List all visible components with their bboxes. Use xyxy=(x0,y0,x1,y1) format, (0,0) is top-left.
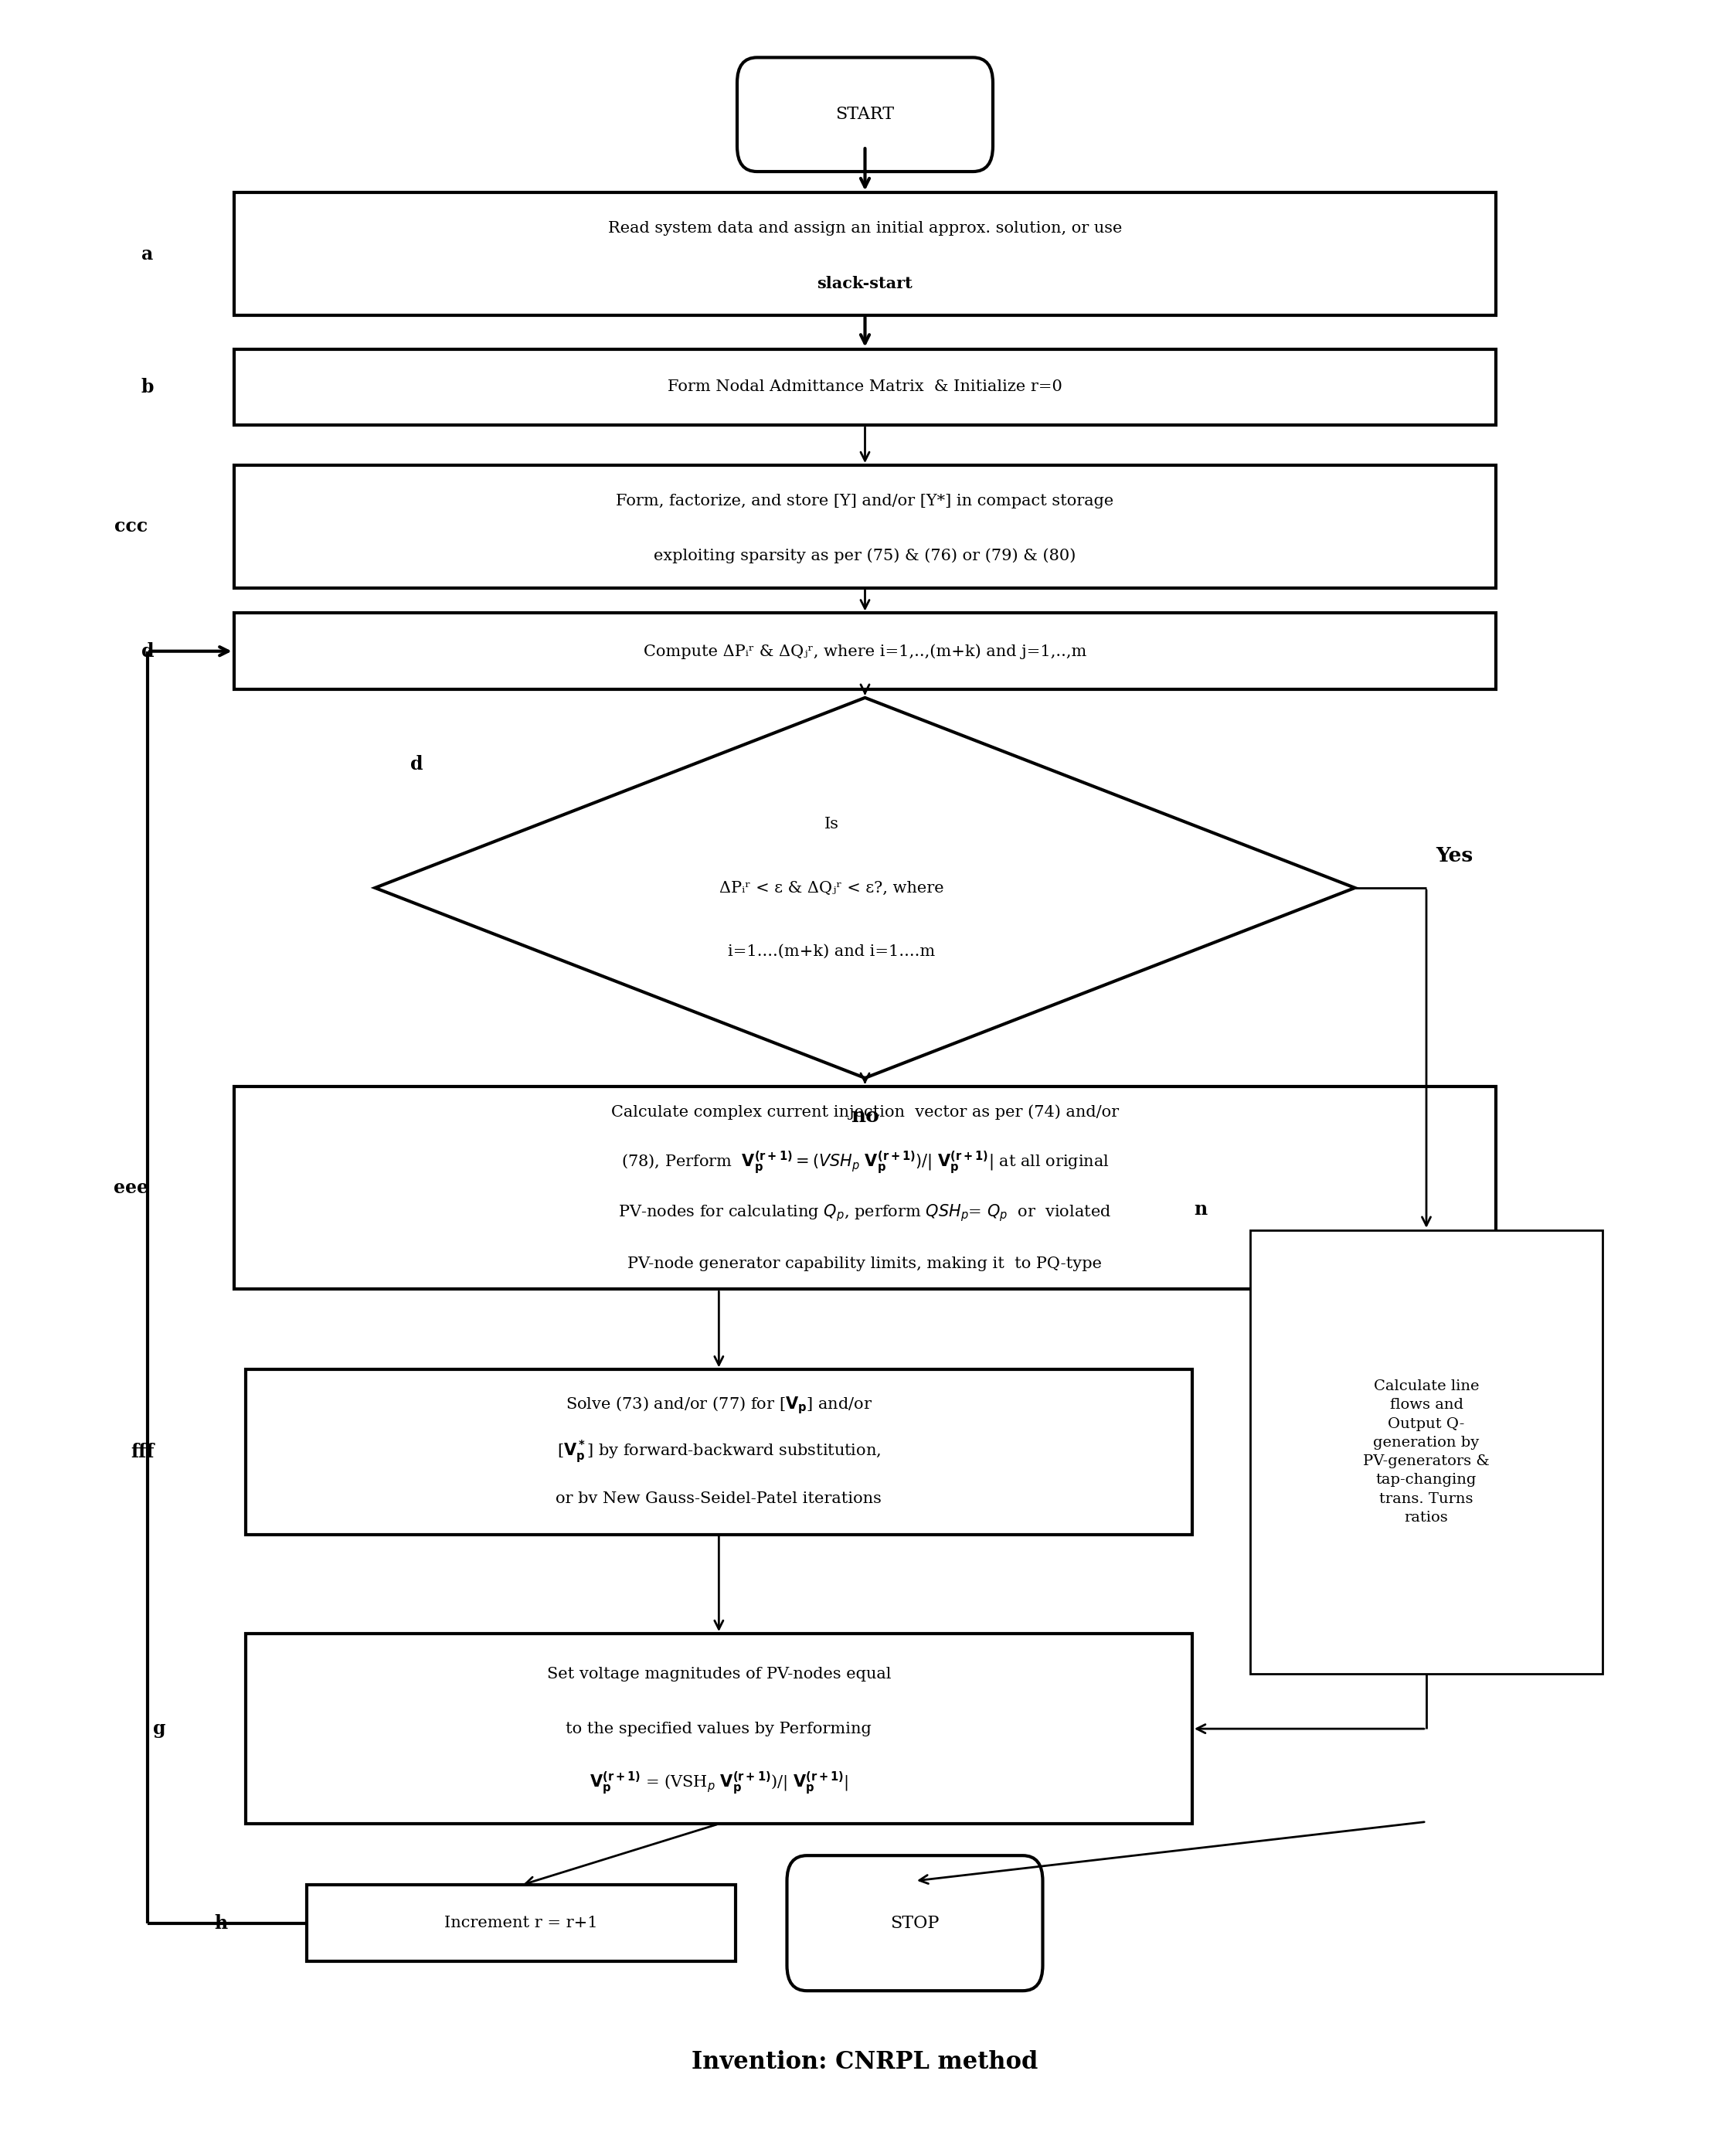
FancyBboxPatch shape xyxy=(737,58,993,172)
Bar xyxy=(234,349,1496,425)
Text: Set voltage magnitudes of PV-nodes equal: Set voltage magnitudes of PV-nodes equal xyxy=(547,1667,891,1682)
Bar xyxy=(234,1087,1496,1289)
Text: slack-start: slack-start xyxy=(817,276,913,291)
Bar xyxy=(1251,1231,1602,1673)
Text: eee: eee xyxy=(114,1179,149,1197)
Text: d: d xyxy=(410,755,422,774)
Text: Calculate complex current injection  vector as per (74) and/or: Calculate complex current injection vect… xyxy=(611,1104,1119,1119)
Text: Yes: Yes xyxy=(1436,847,1474,867)
Bar xyxy=(306,1884,735,1962)
Bar xyxy=(234,466,1496,589)
Text: no: no xyxy=(851,1106,879,1125)
Bar xyxy=(246,1369,1192,1535)
Text: g: g xyxy=(152,1720,166,1738)
Text: Form Nodal Admittance Matrix  & Initialize r=0: Form Nodal Admittance Matrix & Initializ… xyxy=(668,379,1062,395)
Text: d: d xyxy=(142,642,154,660)
Text: START: START xyxy=(836,106,894,123)
Text: Invention: CNRPL method: Invention: CNRPL method xyxy=(692,2050,1038,2074)
Text: Increment r = r+1: Increment r = r+1 xyxy=(445,1917,599,1930)
Text: n: n xyxy=(1194,1199,1208,1218)
Text: or bv New Gauss-Seidel-Patel iterations: or bv New Gauss-Seidel-Patel iterations xyxy=(555,1492,882,1505)
Text: ccc: ccc xyxy=(114,517,147,537)
Text: PV-node generator capability limits, making it  to PQ-type: PV-node generator capability limits, mak… xyxy=(628,1257,1102,1272)
Polygon shape xyxy=(375,699,1355,1078)
Text: PV-nodes for calculating $Q_p$, perform $QSH_p$= $Q_p$  or  violated: PV-nodes for calculating $Q_p$, perform … xyxy=(619,1203,1111,1225)
Text: exploiting sparsity as per (75) & (76) or (79) & (80): exploiting sparsity as per (75) & (76) o… xyxy=(654,548,1076,563)
Text: [$\mathbf{V_p^*}$] by forward-backward substitution,: [$\mathbf{V_p^*}$] by forward-backward s… xyxy=(557,1438,881,1466)
Text: h: h xyxy=(215,1915,227,1932)
Text: to the specified values by Performing: to the specified values by Performing xyxy=(566,1720,872,1736)
Text: b: b xyxy=(142,377,154,397)
Text: Calculate line
flows and
Output Q-
generation by
PV-generators &
tap-changing
tr: Calculate line flows and Output Q- gener… xyxy=(1363,1380,1490,1524)
Text: Form, factorize, and store [Y] and/or [Y*] in compact storage: Form, factorize, and store [Y] and/or [Y… xyxy=(616,494,1114,509)
Bar xyxy=(246,1634,1192,1824)
Text: STOP: STOP xyxy=(891,1915,939,1932)
Bar xyxy=(234,192,1496,315)
Bar xyxy=(234,612,1496,690)
FancyBboxPatch shape xyxy=(787,1856,1043,1990)
Text: ΔPᵢʳ < ε & ΔQⱼʳ < ε?, where: ΔPᵢʳ < ε & ΔQⱼʳ < ε?, where xyxy=(720,880,945,895)
Text: i=1....(m+k) and i=1....m: i=1....(m+k) and i=1....m xyxy=(728,944,936,959)
Text: $\mathbf{V_p^{(r+1)}}$ = (VSH$_p$ $\mathbf{V_p^{(r+1)}}$)/| $\mathbf{V_p^{(r+1)}: $\mathbf{V_p^{(r+1)}}$ = (VSH$_p$ $\math… xyxy=(590,1770,848,1796)
Text: Compute ΔPᵢʳ & ΔQⱼʳ, where i=1,..,(m+k) and j=1,..,m: Compute ΔPᵢʳ & ΔQⱼʳ, where i=1,..,(m+k) … xyxy=(644,645,1086,660)
Text: fff: fff xyxy=(131,1442,154,1462)
Text: Is: Is xyxy=(825,817,839,832)
Text: (78), Perform  $\mathbf{V_p^{(r+1)}}$$=(VSH_p$ $\mathbf{V_p^{(r+1)}}$$)/|$ $\mat: (78), Perform $\mathbf{V_p^{(r+1)}}$$=(V… xyxy=(621,1149,1109,1175)
Text: Solve (73) and/or (77) for [$\mathbf{V_p}$] and/or: Solve (73) and/or (77) for [$\mathbf{V_p… xyxy=(566,1395,872,1416)
Text: a: a xyxy=(142,244,154,263)
Text: Read system data and assign an initial approx. solution, or use: Read system data and assign an initial a… xyxy=(607,222,1123,235)
